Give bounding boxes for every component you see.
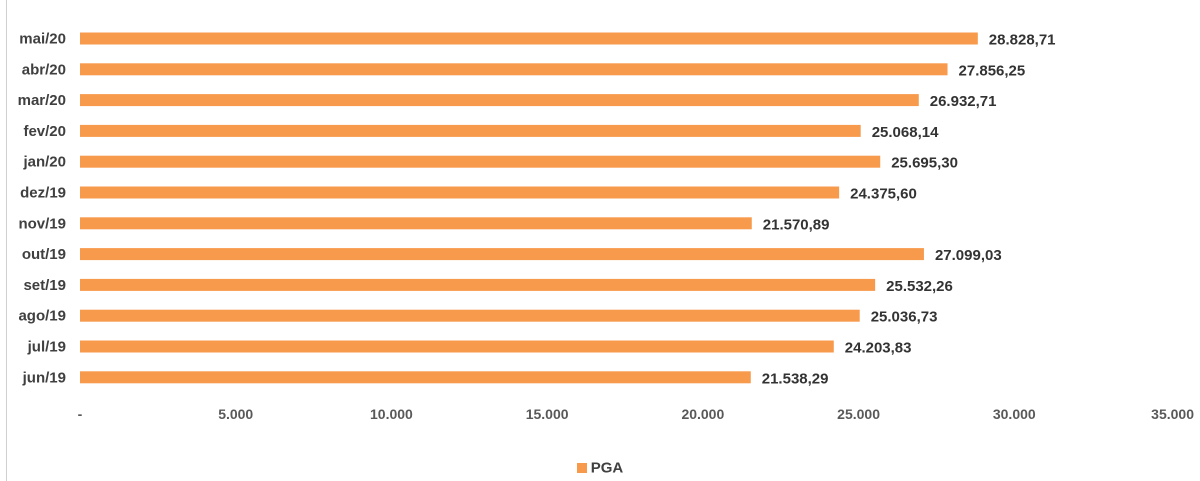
category-label-fev-20: fev/20 — [23, 123, 66, 140]
left-border — [6, 0, 7, 481]
category-label-ago-19: ago/19 — [18, 308, 66, 325]
value-labels: 28.828,71 27.856,25 26.932,71 25.068,14 25.6… — [762, 32, 1056, 388]
x-tick-label-4: 20.000 — [681, 406, 724, 422]
x-tick-label-2: 10.000 — [370, 406, 413, 422]
x-axis-tick-labels: - 5.000 10.000 15.000 20.000 25.000 30.000 35.0… — [78, 406, 1195, 422]
category-label-dez-19: dez/19 — [20, 185, 66, 202]
category-label-out-19: out/19 — [22, 246, 66, 263]
category-label-jul-19: jul/19 — [27, 339, 66, 356]
bar-out-19 — [80, 248, 924, 261]
value-label-jun-19: 21.538,29 — [762, 370, 829, 387]
bar-jul-19 — [80, 340, 834, 353]
legend-swatch-pga — [576, 463, 587, 474]
legend: PGA — [0, 459, 1200, 477]
value-label-abr-20: 27.856,25 — [959, 62, 1026, 79]
value-label-dez-19: 24.375,60 — [850, 186, 917, 203]
x-tick-label-3: 15.000 — [526, 406, 569, 422]
bars-layer — [80, 32, 978, 384]
category-label-mar-20: mar/20 — [18, 92, 66, 109]
bar-mar-20 — [80, 94, 919, 107]
category-label-set-19: set/19 — [23, 277, 66, 294]
x-tick-label-7: 35.000 — [1151, 406, 1194, 422]
bar-chart-plot: mai/20 abr/20 mar/20 fev/20 jan/20 dez/19 nov/… — [18, 31, 1195, 423]
bar-ago-19 — [80, 309, 860, 322]
value-label-out-19: 27.099,03 — [935, 247, 1002, 264]
category-label-abr-20: abr/20 — [22, 61, 66, 78]
bar-jan-20 — [80, 155, 881, 168]
value-label-jan-20: 25.695,30 — [891, 155, 958, 172]
category-labels: mai/20 abr/20 mar/20 fev/20 jan/20 dez/19 nov/… — [18, 31, 66, 387]
bar-mai-20 — [80, 32, 978, 45]
x-tick-label-5: 25.000 — [837, 406, 880, 422]
value-label-jul-19: 24.203,83 — [845, 340, 912, 357]
bar-dez-19 — [80, 186, 840, 199]
category-label-nov-19: nov/19 — [18, 215, 66, 232]
x-tick-label-0: - — [78, 406, 83, 422]
value-label-mai-20: 28.828,71 — [989, 32, 1056, 49]
x-tick-label-1: 5.000 — [218, 406, 253, 422]
value-label-mar-20: 26.932,71 — [930, 93, 997, 110]
value-label-ago-19: 25.036,73 — [871, 309, 938, 326]
x-tick-label-6: 30.000 — [993, 406, 1036, 422]
value-label-set-19: 25.532,26 — [886, 278, 953, 295]
bar-nov-19 — [80, 217, 752, 230]
bar-fev-20 — [80, 124, 861, 137]
bar-jun-19 — [80, 371, 751, 384]
bar-abr-20 — [80, 63, 948, 76]
legend-label-pga: PGA — [590, 459, 624, 477]
value-label-fev-20: 25.068,14 — [872, 124, 939, 141]
category-label-mai-20: mai/20 — [19, 31, 66, 48]
category-label-jun-19: jun/19 — [22, 369, 66, 386]
value-label-nov-19: 21.570,89 — [763, 216, 830, 233]
category-label-jan-20: jan/20 — [22, 154, 66, 171]
bar-set-19 — [80, 278, 876, 291]
